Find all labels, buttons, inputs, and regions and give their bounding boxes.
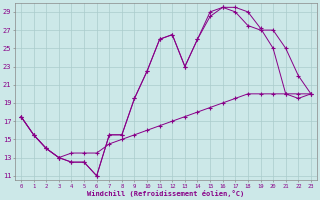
X-axis label: Windchill (Refroidissement éolien,°C): Windchill (Refroidissement éolien,°C) (87, 190, 244, 197)
